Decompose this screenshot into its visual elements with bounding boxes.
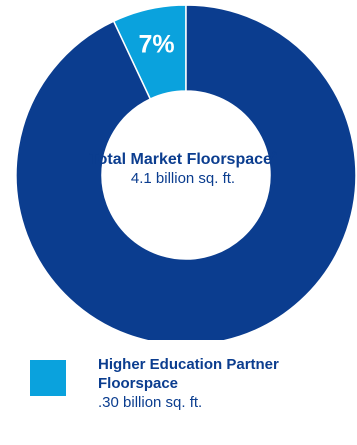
chart-center-label: Total Market Floorspace2 4.1 billion sq.… xyxy=(88,150,278,188)
legend-swatch xyxy=(30,360,66,396)
center-title-text: Total Market Floorspace xyxy=(89,151,272,168)
legend: Higher Education Partner Floorspace .30 … xyxy=(30,355,350,437)
donut-chart: 7% xyxy=(15,4,357,340)
footnote-marker: 2 xyxy=(271,150,277,160)
center-value: 4.1 billion sq. ft. xyxy=(130,170,236,187)
center-title: Total Market Floorspace2 xyxy=(88,150,278,169)
legend-text: Higher Education Partner Floorspace .30 … xyxy=(98,355,350,412)
legend-label: Higher Education Partner Floorspace xyxy=(98,356,279,392)
slice-value-label: 7% xyxy=(138,30,174,58)
legend-value: .30 billion sq. ft. xyxy=(98,394,203,411)
slice-total-market xyxy=(15,4,357,340)
